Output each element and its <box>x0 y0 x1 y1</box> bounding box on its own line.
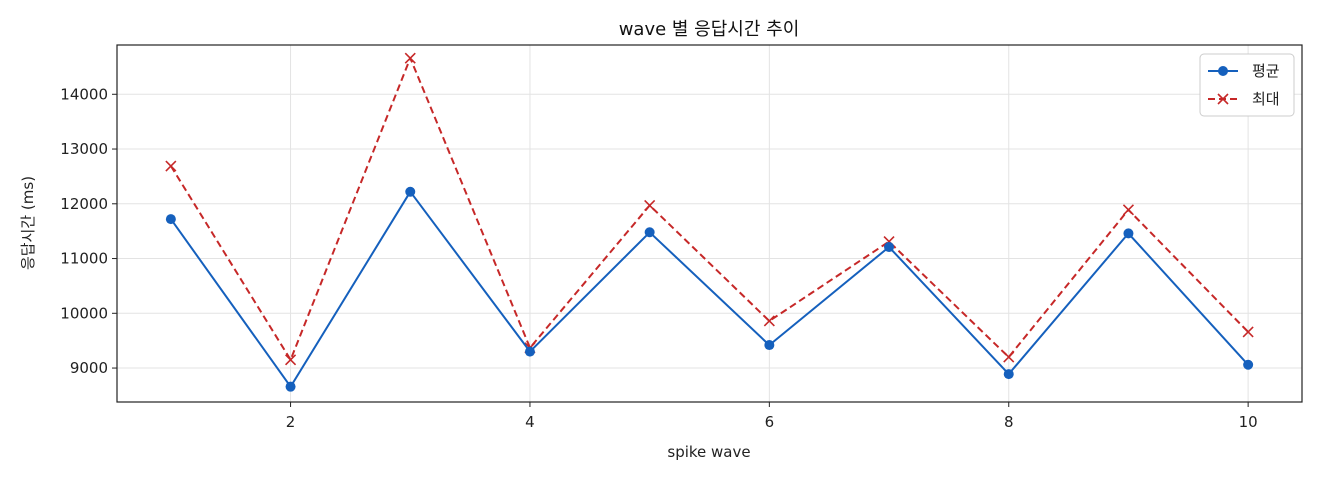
x-tick-label: 10 <box>1239 413 1258 431</box>
y-tick-label: 14000 <box>60 85 108 103</box>
legend-marker <box>1218 66 1228 76</box>
data-point-stroke <box>284 354 297 366</box>
series-line-max <box>170 57 1249 361</box>
y-tick-label: 9000 <box>70 359 108 377</box>
data-point <box>763 315 775 327</box>
data-point-stroke <box>404 52 416 64</box>
data-point <box>405 186 416 197</box>
y-tick-label: 13000 <box>60 140 108 158</box>
data-point <box>644 227 655 238</box>
legend-label: 평균 <box>1252 62 1280 80</box>
data-point-stroke <box>1242 326 1254 338</box>
data-point-stroke <box>1003 351 1015 363</box>
data-point <box>1242 326 1254 338</box>
data-point <box>1003 369 1014 380</box>
data-point <box>165 214 176 225</box>
legend-marker <box>1217 93 1229 105</box>
data-point <box>165 160 177 172</box>
legend-box <box>1199 53 1295 117</box>
plot-frame <box>116 44 1303 403</box>
x-tick-label: 8 <box>1004 413 1014 431</box>
y-tick-label: 11000 <box>60 250 108 268</box>
x-tick-label: 2 <box>286 413 296 431</box>
legend-label: 최대 <box>1252 90 1280 108</box>
data-point <box>404 52 416 64</box>
y-ticks: 9000 10000 11000 12000 13000 14000 <box>60 85 117 377</box>
data-point <box>1123 228 1134 239</box>
x-ticks: 2 4 6 8 10 <box>286 402 1258 431</box>
grid-lines <box>117 45 1302 402</box>
chart-title: wave 별 응답시간 추이 <box>619 19 800 40</box>
legend-marker-stroke <box>1217 93 1229 105</box>
data-point <box>524 346 535 357</box>
x-tick-label: 4 <box>525 413 535 431</box>
data-point <box>884 242 895 253</box>
data-point-stroke <box>165 160 177 172</box>
y-axis-title: 응답시간 (ms) <box>19 176 37 270</box>
x-tick-label: 6 <box>765 413 775 431</box>
data-point <box>1243 359 1254 370</box>
data-point <box>644 199 656 211</box>
data-point <box>764 340 775 351</box>
data-point <box>1122 204 1135 216</box>
data-point <box>284 354 297 366</box>
data-point <box>1003 351 1015 363</box>
data-point-stroke <box>644 199 656 211</box>
data-point-stroke <box>1122 204 1135 216</box>
x-axis-title: spike wave <box>667 443 750 461</box>
series-layer <box>165 52 1254 392</box>
series-line-avg <box>170 190 1249 388</box>
y-tick-label: 10000 <box>60 304 108 322</box>
y-tick-label: 12000 <box>60 195 108 213</box>
data-point-stroke <box>763 315 775 327</box>
data-point <box>285 381 296 392</box>
